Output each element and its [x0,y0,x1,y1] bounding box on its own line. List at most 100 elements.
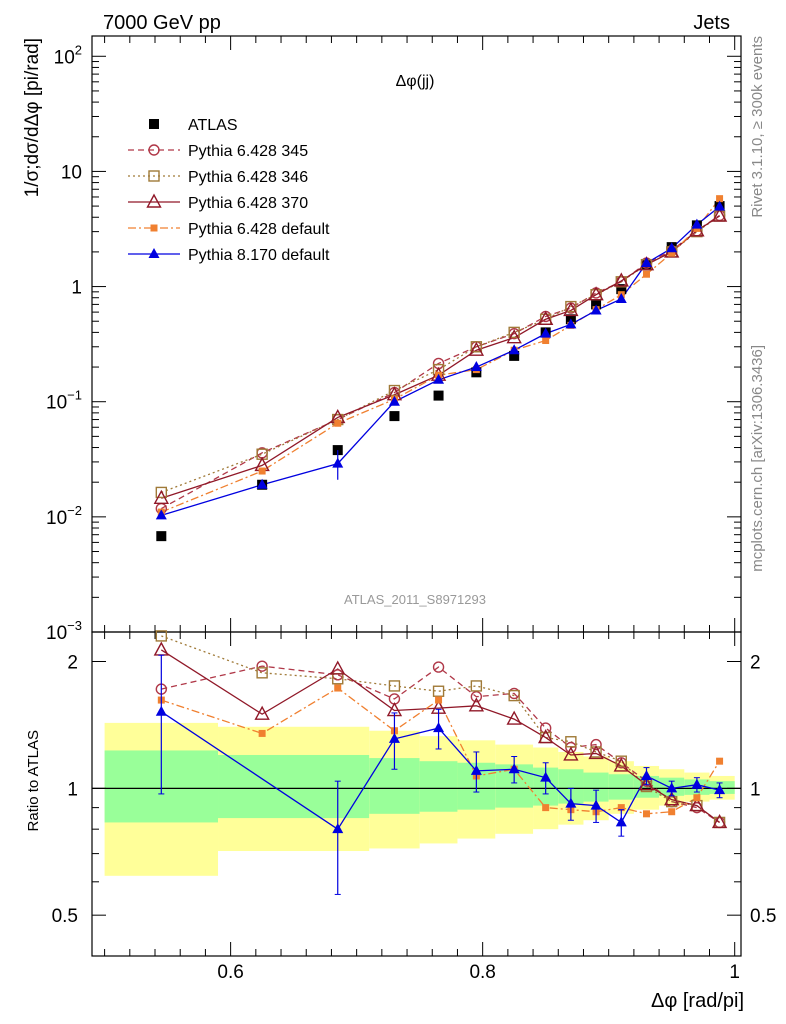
ratio-data-point [638,776,655,791]
main-data-point [155,486,168,499]
main-data-point [691,218,703,229]
ratio-data-point [435,696,443,704]
ratio-y-axis-label: Ratio to ATLAS [25,730,42,831]
main-data-point [563,302,579,317]
ratio-data-point [470,691,483,703]
ratio-data-point [332,823,344,834]
main-data-point [642,270,650,278]
main-y-axis-label: 1/σ;dσ/dΔφ [pi/rad] [22,38,43,197]
main-data-point [716,195,724,203]
main-series-line [161,215,720,499]
ratio-green-band [419,761,458,812]
legend-marker [146,193,162,208]
ratio-data-point [666,782,678,793]
ratio-series-line [160,649,720,823]
main-data-point [470,361,482,372]
main-data-point [565,318,577,329]
x-tick-label: 0.8 [469,962,495,983]
main-data-point [565,300,577,313]
ratio-data-point [508,689,520,702]
ratio-data-point [590,738,602,751]
ratio-green-band [608,774,634,800]
main-data-point [389,411,400,422]
main-data-point [711,207,728,222]
x-tick-label: 0.6 [217,962,243,983]
ratio-data-point [691,778,703,789]
ratio-data-point [689,797,705,812]
main-data-point [153,489,169,504]
main-data-point [540,327,552,338]
main-y-tick-label: 102 [54,42,82,68]
main-data-point [590,304,602,315]
main-data-point [613,272,629,287]
ratio-series-line [160,711,720,831]
main-data-point [433,373,445,384]
main-data-point [388,384,401,397]
ratio-data-point [432,661,445,673]
ratio-data-point [640,769,652,780]
analysis-id: ATLAS_2011_S8971293 [344,592,486,607]
ratio-y-tick-label: 1 [67,779,78,800]
main-data-point [537,310,554,325]
ratio-data-point [716,757,724,765]
ratio-data-point [258,729,266,737]
x-tick-label: 1 [729,962,740,983]
header-left: 7000 GeV pp [103,12,221,34]
legend-marker [148,144,160,156]
main-data-point [668,249,676,257]
ratio-data-point [668,808,676,816]
main-y-tick-label: 10−1 [46,388,82,414]
ratio-y-tick-label-right: 1 [750,779,761,800]
ratio-data-point [330,660,346,675]
main-data-point [508,326,520,339]
main-y-tick-label: 10 [61,162,82,183]
main-data-point [388,395,400,406]
ratio-y-tick-label: 0.5 [52,906,78,927]
ratio-data-point [256,660,268,672]
ratio-green-band [709,781,735,794]
header-right: Jets [693,12,730,34]
main-data-point [714,200,726,211]
main-data-point [258,467,266,475]
legend-label: ATLAS [188,117,238,134]
ratio-data-point [615,816,627,827]
ratio-data-point [711,813,728,829]
rivet-label: Rivet 3.1.10, ≥ 300k events [749,36,766,218]
ratio-plot-frame [91,631,742,957]
legend-label: Pythia 6.428 default [188,221,330,238]
ratio-data-point [334,684,342,692]
ratio-data-point [613,757,629,772]
main-data-point [640,257,652,268]
ratio-data-point [537,729,554,744]
main-y-tick-label: 10−3 [46,618,82,644]
main-series-line [160,214,720,510]
main-data-point [591,299,602,310]
main-data-point [615,292,627,303]
ratio-data-point [432,685,445,697]
ratio-data-point [155,630,168,642]
main-series-line [161,198,721,513]
main-y-tick-label: 10−2 [46,503,82,529]
ratio-data-point [542,804,550,812]
ratio-data-point [590,799,602,810]
main-data-point [256,478,268,489]
ratio-data-point [332,669,344,681]
ratio-data-point [565,797,577,808]
legend-marker [150,224,158,232]
legend-label: Pythia 6.428 370 [188,195,308,212]
ratio-data-point [508,763,520,774]
ratio-data-point [388,680,401,692]
ratio-data-point [714,784,726,795]
ratio-data-point [433,722,445,733]
main-title: Δφ(jj) [396,73,435,90]
ratio-data-point [617,804,625,812]
legend-label: Pythia 6.428 345 [188,143,308,160]
ratio-data-point [155,705,167,716]
ratio-data-point [540,771,552,782]
main-data-point [542,337,550,345]
main-data-point [509,350,520,361]
legend-label: Pythia 8.170 default [188,247,330,264]
main-data-point [616,284,627,295]
main-data-point [433,390,444,401]
